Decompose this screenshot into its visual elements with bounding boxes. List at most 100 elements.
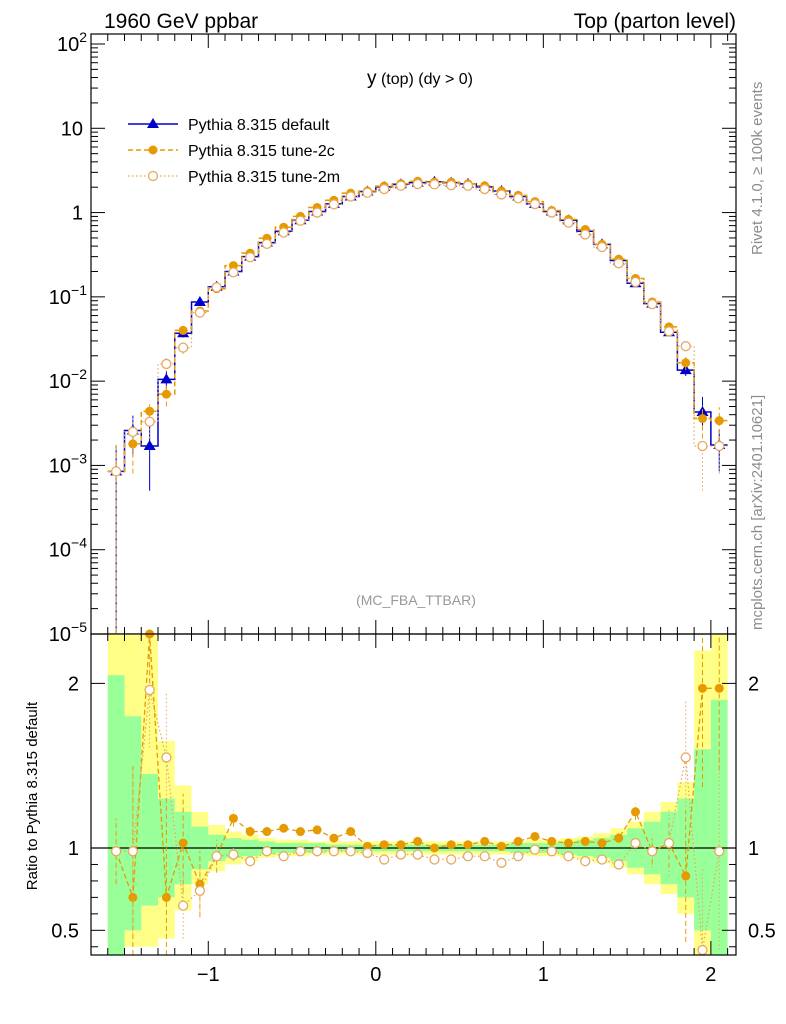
main-ytick-label: 10−1 [49, 282, 87, 309]
ratio-point [346, 827, 356, 837]
ratio-point [596, 854, 608, 865]
ratio-point [413, 836, 423, 846]
legend: Pythia 8.315 default Pythia 8.315 tune-2… [128, 117, 340, 186]
ratio-point [597, 838, 607, 848]
ratio-point [663, 837, 675, 849]
ratio-point [697, 944, 708, 956]
data-point [127, 426, 139, 438]
data-point [663, 326, 675, 337]
header-right: Top (parton level) [574, 10, 736, 33]
ratio-point [262, 827, 272, 837]
ratio-point [278, 851, 289, 862]
legend-entry-tune2m: Pythia 8.315 tune-2m [128, 169, 340, 186]
ratio-point [530, 831, 540, 841]
ratio-point [563, 838, 573, 848]
plot-title-sub: (top) (dy > 0) [377, 71, 473, 88]
ratio-xtick-label: 0 [370, 964, 381, 986]
ratio-point [177, 900, 189, 911]
plot-title: y (top) (dy > 0) [367, 68, 473, 89]
ratio-point [127, 846, 139, 857]
legend-entry-tune2c: Pythia 8.315 tune-2c [128, 143, 335, 160]
ratio-point [630, 807, 640, 817]
data-point [143, 440, 156, 451]
data-point [630, 276, 641, 288]
band-green [141, 773, 159, 906]
ratio-point [245, 856, 256, 867]
ratio-point [396, 840, 406, 850]
ratio-point [379, 840, 389, 850]
ratio-frame [90, 633, 737, 956]
ratio-point [295, 827, 305, 837]
data-point [295, 215, 306, 226]
data-point [496, 189, 507, 200]
main-ytick-label: 10−5 [49, 619, 87, 646]
ratio-point [680, 752, 691, 763]
main-ytick-label: 102 [57, 29, 87, 56]
series-main-2 [107, 178, 728, 634]
ratio-point [279, 823, 289, 833]
series-main-1 [107, 176, 728, 634]
data-point [613, 258, 624, 269]
ratio-point [697, 683, 707, 693]
ratio-xtick-label: 2 [705, 964, 716, 986]
series-ratio-0 [111, 629, 724, 955]
ratio-point [513, 851, 524, 862]
data-point [697, 440, 708, 452]
ratio-point [547, 836, 557, 846]
data-point [580, 229, 591, 240]
ratio-point [429, 854, 440, 865]
series-ratio-1 [110, 634, 725, 956]
main-panel: 10−5 10−4 10−3 10−2 10−1 1 10 102 [49, 29, 737, 646]
data-point [211, 282, 222, 293]
ratio-ytick-label: 0.5 [51, 920, 79, 942]
band-green [107, 675, 125, 955]
ratio-xtick-label: 1 [538, 964, 549, 986]
ratio-point [245, 827, 255, 837]
data-point [177, 342, 189, 353]
data-point [312, 207, 323, 218]
ratio-point [463, 840, 473, 850]
legend-label-tune2c: Pythia 8.315 tune-2c [188, 143, 335, 160]
data-point [194, 307, 206, 318]
ratio-point [479, 851, 490, 862]
ratio-ytick-label-right: 1 [748, 838, 759, 860]
data-point [245, 252, 256, 263]
data-point [563, 217, 574, 228]
main-ytick-label: 10−3 [49, 450, 87, 477]
ratio-point [295, 846, 306, 857]
main-ytick-label: 1 [72, 203, 83, 225]
ratio-point [647, 846, 658, 857]
data-point [261, 238, 273, 250]
ratio-panel: 0.5 0.5 1 1 2 2 −1 0 1 2 [51, 629, 776, 986]
data-point [110, 466, 122, 477]
legend-entry-default: Pythia 8.315 default [128, 117, 330, 134]
ratio-point [429, 843, 439, 853]
band-green [710, 699, 728, 955]
ratio-point [312, 825, 322, 835]
main-ytick-label: 10 [61, 118, 83, 140]
data-point [328, 199, 340, 210]
ratio-point [362, 847, 373, 859]
legend-label-default: Pythia 8.315 default [188, 117, 330, 134]
data-point [228, 267, 239, 278]
ratio-point [613, 859, 624, 870]
data-point [462, 180, 474, 191]
ratio-ytick-label-right: 0.5 [748, 920, 776, 942]
ratio-point [261, 846, 273, 857]
data-point [546, 207, 557, 218]
data-point [128, 439, 138, 449]
ratio-point [345, 846, 356, 857]
ratio-point [580, 836, 590, 846]
ratio-ytick-label: 2 [68, 673, 79, 695]
ratio-point [211, 851, 222, 862]
ratio-point [194, 885, 206, 896]
band-green [694, 749, 711, 931]
data-point [596, 241, 608, 253]
data-point [697, 414, 707, 424]
main-ytick-label: 10−4 [49, 535, 87, 562]
data-point [160, 373, 173, 384]
data-point [714, 440, 725, 452]
plot-title-main: y [367, 68, 377, 89]
legend-marker-triangle [147, 118, 159, 128]
